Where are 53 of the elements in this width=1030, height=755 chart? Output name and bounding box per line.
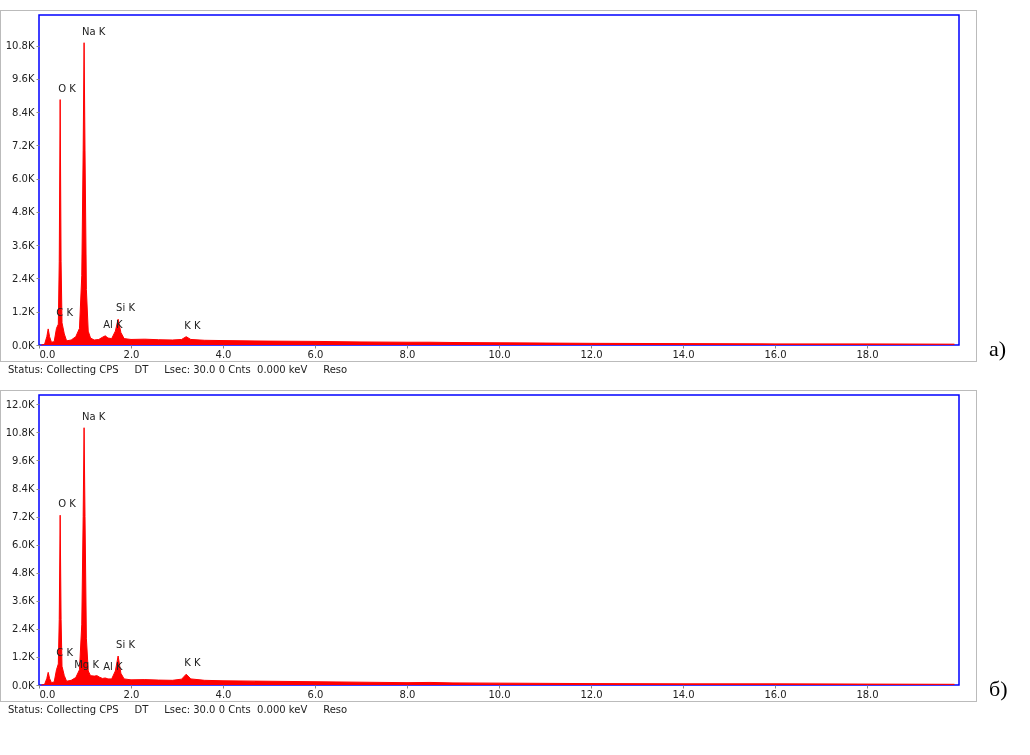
y-tick-label: 0.0K — [12, 679, 35, 691]
y-tick-label: 9.6K — [12, 454, 35, 466]
x-tick-label: 12.0 — [580, 688, 603, 700]
x-tick-label: 0.0 — [39, 348, 56, 360]
x-tick-label: 12.0 — [580, 348, 603, 360]
y-tick-label: 7.2K — [12, 139, 35, 151]
text: Status: Collecting CPS DT Lsec: 30.0 0 Cnts 0.000 keV Reso — [8, 704, 349, 717]
x-tick-label: 4.0 — [215, 348, 232, 360]
y-tick-label: 1.2K — [12, 651, 35, 663]
x-tick-label: 16.0 — [764, 348, 787, 360]
y-tick-label: 3.6K — [12, 239, 35, 251]
y-tick-label: 4.8K — [12, 206, 35, 218]
y-tick-label: 9.6K — [12, 73, 35, 85]
x-tick-label: 8.0 — [399, 688, 416, 700]
x-tick-label: 18.0 — [856, 348, 879, 360]
x-tick-label: 4.0 — [215, 688, 232, 700]
y-tick-label: 10.8K — [5, 40, 35, 51]
x-tick-label: 2.0 — [123, 688, 140, 700]
text: Status: Collecting CPS DT Lsec: 30.0 0 Cnts 0.000 keV Reso — [8, 364, 349, 377]
annotation: Si K — [116, 639, 136, 650]
x-tick-label: 8.0 — [399, 348, 416, 360]
text: а) — [989, 336, 1007, 362]
x-tick-label: 6.0 — [307, 348, 324, 360]
y-tick-label: 4.8K — [12, 567, 35, 579]
x-tick-label: 14.0 — [672, 348, 695, 360]
x-tick-label: 14.0 — [672, 688, 695, 700]
x-tick-label: 16.0 — [764, 688, 787, 700]
y-tick-label: 6.0K — [12, 173, 35, 185]
y-tick-label: 8.4K — [12, 106, 35, 118]
annotation: O K — [58, 82, 77, 94]
y-tick-label: 2.4K — [12, 272, 35, 284]
annotation: K K — [184, 657, 201, 669]
y-tick-label: 7.2K — [12, 511, 35, 523]
x-tick-label: 10.0 — [488, 688, 511, 700]
y-tick-label: 12.0K — [5, 398, 35, 410]
annotation: Si K — [116, 302, 136, 314]
y-tick-label: 8.4K — [12, 483, 35, 495]
y-tick-label: 3.6K — [12, 595, 35, 607]
y-tick-label: 1.2K — [12, 306, 35, 318]
text: б) — [989, 676, 1008, 702]
annotation: Na K — [82, 410, 106, 422]
y-tick-label: 10.8K — [5, 426, 35, 438]
x-tick-label: 18.0 — [856, 688, 879, 700]
y-tick-label: 0.0K — [12, 339, 35, 351]
x-tick-label: 6.0 — [307, 688, 324, 700]
y-tick-label: 2.4K — [12, 623, 35, 635]
annotation: O K — [58, 498, 77, 510]
annotation: K K — [184, 319, 201, 331]
x-tick-label: 10.0 — [488, 348, 511, 360]
annotation: Na K — [82, 25, 106, 37]
x-tick-label: 2.0 — [123, 348, 140, 360]
x-tick-label: 0.0 — [39, 688, 56, 700]
y-tick-label: 6.0K — [12, 539, 35, 551]
